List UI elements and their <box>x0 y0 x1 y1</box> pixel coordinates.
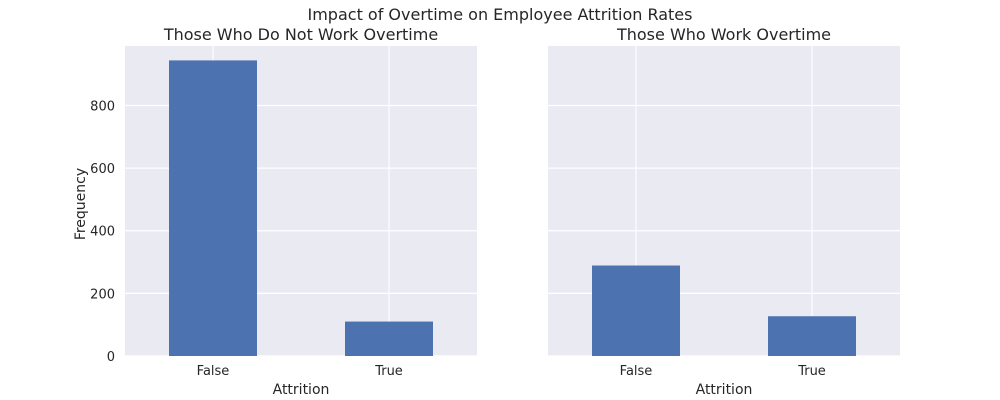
y-tick-label: 800 <box>90 99 115 114</box>
x-tick-label: False <box>197 364 230 379</box>
bar-false <box>169 60 257 356</box>
panel-overtime: False True Those Who Work Overtime Attrit… <box>548 25 900 398</box>
figure-suptitle: Impact of Overtime on Employee Attrition… <box>308 5 693 24</box>
x-axis-label: Attrition <box>696 382 753 398</box>
bar-true <box>345 321 433 356</box>
y-axis-label: Frequency <box>73 168 89 240</box>
x-tick-labels: False True <box>197 364 403 379</box>
y-tick-label: 200 <box>90 287 115 302</box>
bars <box>592 265 856 356</box>
x-tick-label: False <box>620 364 653 379</box>
x-tick-label: True <box>374 364 403 379</box>
bars <box>169 60 433 356</box>
panel-title: Those Who Do Not Work Overtime <box>163 25 438 44</box>
y-tick-label: 400 <box>90 225 115 240</box>
bar-false <box>592 265 680 356</box>
y-tick-labels: 0 200 400 600 800 <box>90 99 115 365</box>
x-tick-labels: False True <box>620 364 826 379</box>
x-axis-label: Attrition <box>273 382 330 398</box>
panel-no-overtime: 0 200 400 600 800 False True Those Who Do Not… <box>73 25 477 398</box>
x-tick-label: True <box>797 364 826 379</box>
bar-true <box>768 316 856 356</box>
y-tick-label: 0 <box>107 350 115 365</box>
panel-title: Those Who Work Overtime <box>616 25 831 44</box>
y-tick-label: 600 <box>90 162 115 177</box>
